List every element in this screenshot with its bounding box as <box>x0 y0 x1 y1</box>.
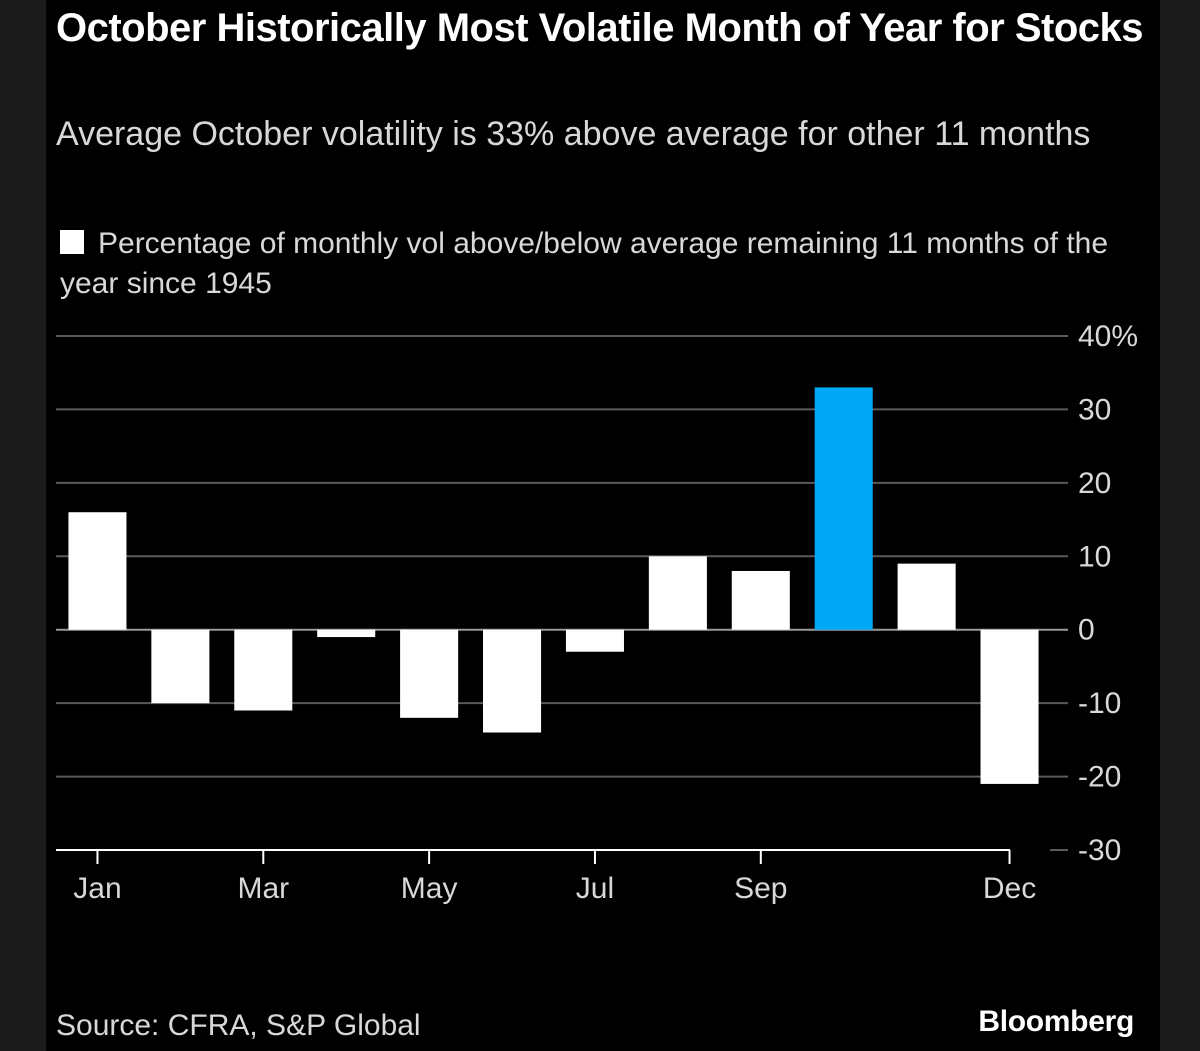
left-margin-strip <box>0 0 46 1051</box>
chart-subtitle: Average October volatility is 33% above … <box>56 115 1091 153</box>
bar-oct <box>814 387 873 630</box>
y-tick-label: 10 <box>1078 540 1111 573</box>
x-tick-label: Jul <box>576 872 614 905</box>
bar-sep <box>731 570 790 630</box>
y-tick-label: 40% <box>1078 320 1138 353</box>
bar-apr <box>317 629 376 638</box>
bar-nov <box>897 563 956 630</box>
chart-panel: October Historically Most Volatile Month… <box>46 0 1160 1051</box>
bar-jun <box>483 629 542 733</box>
legend-label: Percentage of monthly vol above/below av… <box>60 227 1109 300</box>
y-tick-label: 20 <box>1078 467 1111 500</box>
y-axis-labels: -30 -20 -10 0 10 20 30 40% <box>1078 320 1138 867</box>
x-tick-label: Mar <box>237 872 289 905</box>
y-tick-label: -10 <box>1078 687 1121 720</box>
bars <box>68 387 1039 784</box>
y-tick-label: 0 <box>1078 614 1095 647</box>
x-tick-label: Jan <box>73 872 121 905</box>
bar-may <box>400 629 459 718</box>
y-tick-label: 30 <box>1078 393 1111 426</box>
gridlines <box>56 335 1068 851</box>
bloomberg-logo: Bloomberg <box>978 1005 1134 1038</box>
legend: Percentage of monthly vol above/below av… <box>60 224 1160 304</box>
x-tick-label: Sep <box>734 872 787 905</box>
x-axis: Jan Mar May Jul Sep Dec <box>56 849 1036 905</box>
bar-aug <box>648 556 707 630</box>
bar-jul <box>565 629 624 652</box>
y-tick-label: -30 <box>1078 834 1121 867</box>
x-tick-label: May <box>401 872 458 905</box>
bar-dec <box>980 629 1039 784</box>
source-note: Source: CFRA, S&P Global <box>56 1009 421 1042</box>
bar-mar <box>234 629 293 711</box>
bar-jan <box>68 512 127 630</box>
bar-chart: Jan Mar May Jul Sep Dec -30 -20 -10 0 10 20 30 40% <box>56 320 1138 905</box>
right-margin-strip <box>1160 0 1200 1051</box>
y-tick-label: -20 <box>1078 761 1121 794</box>
bar-feb <box>151 629 210 704</box>
chart-title: October Historically Most Volatile Month… <box>56 6 1144 50</box>
legend-swatch <box>60 230 84 254</box>
x-tick-label: Dec <box>983 872 1036 905</box>
